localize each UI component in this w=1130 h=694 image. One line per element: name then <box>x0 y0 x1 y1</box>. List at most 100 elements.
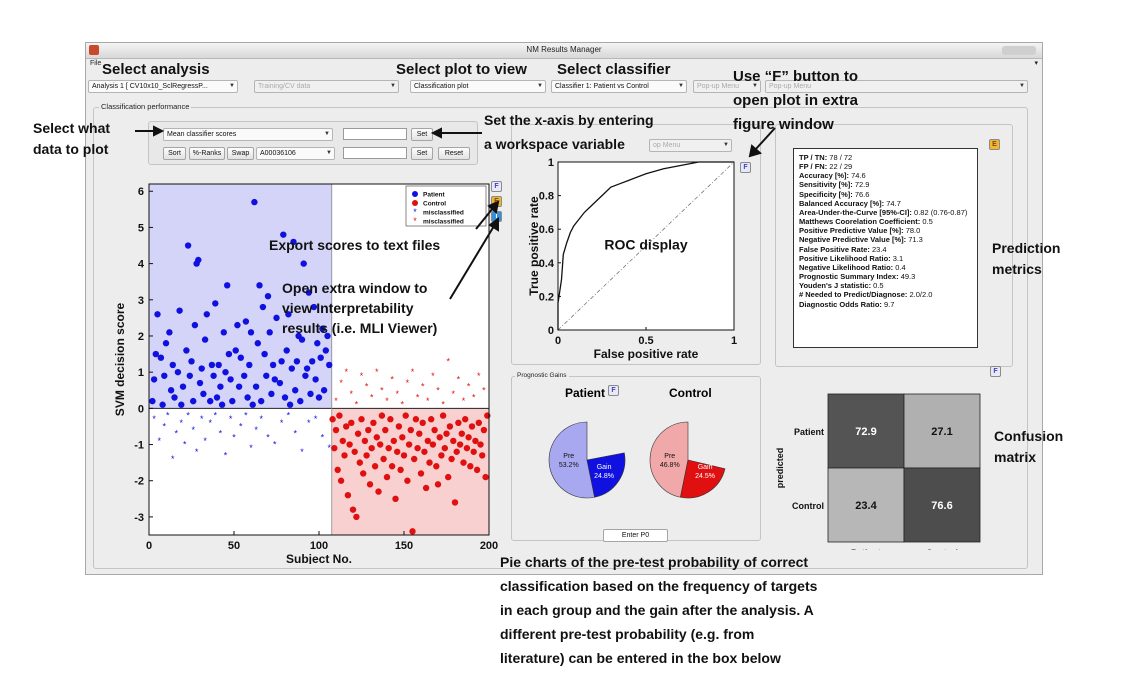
confusion-figure-icon[interactable]: F <box>990 366 1001 377</box>
misclassified-point: * <box>436 385 440 395</box>
sort-button[interactable]: Sort <box>163 147 186 160</box>
popup-menu-1[interactable]: Pop-up Menu ▼ <box>693 80 761 93</box>
control-point <box>429 441 437 448</box>
patient-pre-label: Pre <box>563 453 574 460</box>
control-point <box>373 434 380 441</box>
analysis-select[interactable]: Analysis 1 [ CV10x10_SclRegressP... ▼ <box>88 80 238 93</box>
control-point <box>400 452 408 459</box>
ranks-button[interactable]: %-Ranks <box>189 147 225 160</box>
xaxis-variable-input-2[interactable] <box>343 147 407 159</box>
metric-value: 23.4 <box>871 244 887 254</box>
control-pre-pct: 46.8% <box>660 462 680 469</box>
patient-point <box>293 358 301 365</box>
enter-p0-input[interactable]: Enter P0 <box>603 529 668 542</box>
metric-row: # Needed to Predict/Diagnose: 2.0/2.0 <box>799 290 972 299</box>
app-icon <box>89 45 99 55</box>
swap-button[interactable]: Swap <box>227 147 254 160</box>
misclassified-point: * <box>441 400 445 410</box>
metric-value: 3.1 <box>892 253 904 263</box>
roc-figure-icon[interactable]: F <box>740 162 751 173</box>
control-point <box>439 412 447 419</box>
control-point <box>399 434 406 441</box>
y-tick-label: 6 <box>138 186 144 198</box>
xaxis-variable-input[interactable] <box>343 128 407 140</box>
control-point <box>470 448 477 455</box>
patient-point <box>150 376 158 383</box>
control-point <box>402 412 409 419</box>
y-tick-label: -3 <box>134 512 144 524</box>
control-point <box>394 448 401 455</box>
y-tick-label: 4 <box>138 259 145 271</box>
gains-figure-icon[interactable]: F <box>608 385 619 396</box>
menu-expand-arrow[interactable]: ▾ <box>1034 60 1038 67</box>
control-pie-title: Control <box>669 386 712 400</box>
misclassified-point: * <box>365 382 369 392</box>
control-point <box>438 452 445 459</box>
misclassified-point: * <box>446 356 450 366</box>
control-point <box>380 455 387 463</box>
menu-file[interactable]: File <box>90 60 102 67</box>
chevron-down-icon: ▼ <box>537 83 543 89</box>
control-point <box>346 441 353 448</box>
patient-point <box>309 358 316 365</box>
roc-x-axis-label: False positive rate <box>594 347 699 361</box>
control-gain-pct: 24.5% <box>695 473 715 480</box>
annotation-use-f: Use “F” button to open plot in extra fig… <box>733 68 859 133</box>
patient-point <box>195 256 202 264</box>
patient-pie-title: Patient <box>565 386 606 400</box>
data-to-plot-select[interactable]: Mean classifier scores ▼ <box>163 128 333 141</box>
metric-label: Diagnostic Odds Ratio: <box>799 299 885 309</box>
chevron-down-icon: ▼ <box>678 83 684 89</box>
misclassified-point: * <box>180 418 184 428</box>
window-controls[interactable] <box>1002 46 1036 55</box>
control-point <box>480 426 488 434</box>
metric-label: Accuracy [%]: <box>799 171 852 181</box>
control-point <box>353 513 360 521</box>
metric-value: 22 / 29 <box>829 162 853 172</box>
control-point <box>436 434 443 441</box>
patient-point <box>159 401 166 408</box>
misclassified-point: * <box>191 425 195 435</box>
control-point <box>450 437 457 445</box>
patient-point <box>300 260 307 267</box>
control-point <box>332 426 340 434</box>
set-button-2[interactable]: Set <box>411 147 433 160</box>
misclassified-point: * <box>157 436 161 446</box>
patient-point <box>271 376 278 383</box>
misclassified-point: * <box>259 414 263 424</box>
patient-point <box>317 354 324 361</box>
patient-point <box>183 347 190 354</box>
chevron-down-icon: ▼ <box>324 131 330 137</box>
arrow-open-extra <box>449 225 495 300</box>
control-point <box>378 412 386 419</box>
roc-popup-menu[interactable]: op Menu ▼ <box>649 139 732 152</box>
misclassified-point: * <box>239 421 243 431</box>
figure-export-icon[interactable]: F <box>491 181 502 192</box>
reset-button[interactable]: Reset <box>438 147 470 160</box>
patient-point <box>188 358 195 365</box>
title-bar: NM Results Manager <box>86 43 1042 59</box>
misclassified-point: * <box>166 411 170 421</box>
control-point <box>479 452 486 459</box>
data-mode-select[interactable]: Training/CV data ▼ <box>254 80 399 93</box>
set-button-1[interactable]: Set <box>411 128 433 141</box>
misclassified-point: * <box>344 367 348 377</box>
patient-gain-slice <box>586 452 626 498</box>
export-metrics-icon[interactable]: E <box>989 139 1000 150</box>
popup-menu-2[interactable]: Pop-up Menu ▼ <box>765 80 1028 93</box>
metric-row: Accuracy [%]: 74.6 <box>799 171 972 180</box>
control-point <box>419 419 426 427</box>
chevron-down-icon: ▼ <box>1019 83 1025 89</box>
subject-id-select[interactable]: A00036106 ▼ <box>256 147 335 160</box>
arrow-use-f <box>754 127 776 151</box>
patient-point <box>213 394 221 401</box>
control-point <box>441 444 448 452</box>
patient-point <box>269 361 277 369</box>
classifier-select[interactable]: Classifier 1: Patient vs Control ▼ <box>551 80 687 93</box>
patient-point <box>256 282 263 289</box>
patient-point <box>259 303 267 311</box>
control-point <box>434 481 442 488</box>
y-tick-label: -2 <box>134 476 144 488</box>
metric-value: 9.7 <box>884 299 895 309</box>
plot-select[interactable]: Classification plot ▼ <box>410 80 546 93</box>
